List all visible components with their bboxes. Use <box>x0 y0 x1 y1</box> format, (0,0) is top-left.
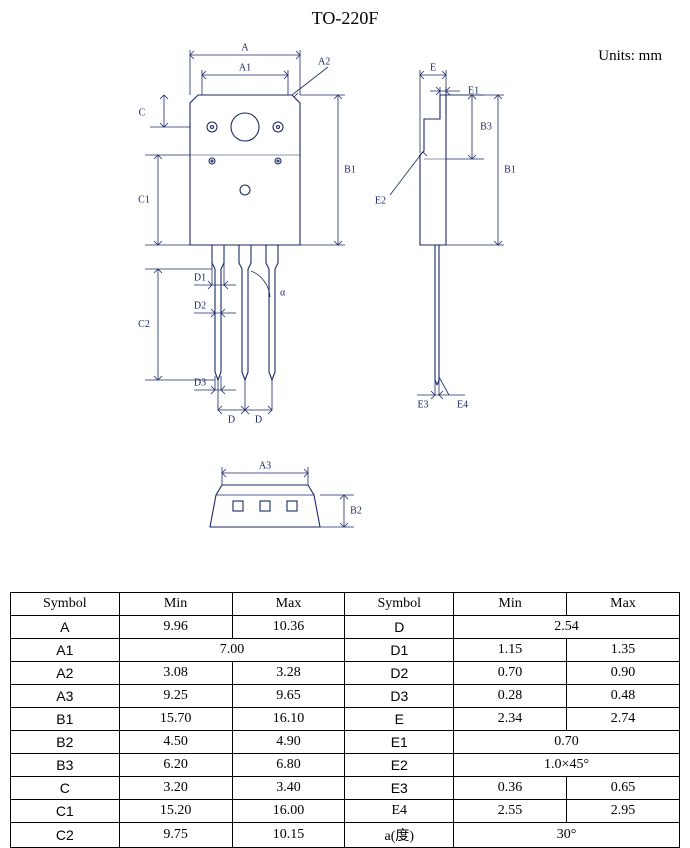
table-cell: a(度) <box>345 823 454 848</box>
package-title: TO-220F <box>0 8 690 29</box>
col-min-right: Min <box>454 593 567 616</box>
package-drawing: AA1A2CB1C1C2D1D2D3DDαEE1B3B1E2E3E4A3B2 <box>120 40 560 580</box>
table-cell: 16.00 <box>232 800 345 823</box>
table-cell: B3 <box>11 754 120 777</box>
table-cell: 9.96 <box>119 616 232 639</box>
table-cell: 10.36 <box>232 616 345 639</box>
table-cell: 7.00 <box>119 639 345 662</box>
svg-text:B2: B2 <box>350 505 362 516</box>
table-row: C115.2016.00E42.552.95 <box>11 800 680 823</box>
table-cell: E1 <box>345 731 454 754</box>
svg-text:B1: B1 <box>344 164 356 175</box>
table-cell: 6.20 <box>119 754 232 777</box>
table-cell: A3 <box>11 685 120 708</box>
table-cell: 30° <box>454 823 680 848</box>
table-cell: 4.50 <box>119 731 232 754</box>
table-cell: 2.74 <box>567 708 680 731</box>
svg-text:E4: E4 <box>457 399 468 410</box>
table-row: B24.504.90E10.70 <box>11 731 680 754</box>
table-cell: B1 <box>11 708 120 731</box>
svg-text:C: C <box>139 107 146 118</box>
table-row: A39.259.65D30.280.48 <box>11 685 680 708</box>
table-cell: 0.65 <box>567 777 680 800</box>
table-cell: 9.65 <box>232 685 345 708</box>
table-cell: 16.10 <box>232 708 345 731</box>
svg-text:E2: E2 <box>375 195 386 206</box>
col-symbol-left: Symbol <box>11 593 120 616</box>
svg-text:D: D <box>255 414 262 425</box>
table-row: B115.7016.10E2.342.74 <box>11 708 680 731</box>
svg-text:D2: D2 <box>194 300 206 311</box>
table-cell: D1 <box>345 639 454 662</box>
svg-text:A: A <box>241 42 249 53</box>
table-cell: A <box>11 616 120 639</box>
svg-text:A3: A3 <box>259 460 271 471</box>
units-label: Units: mm <box>598 48 662 65</box>
table-cell: B2 <box>11 731 120 754</box>
table-cell: 10.15 <box>232 823 345 848</box>
table-cell: A1 <box>11 639 120 662</box>
table-cell: 3.28 <box>232 662 345 685</box>
svg-text:α: α <box>280 287 286 298</box>
col-symbol-right: Symbol <box>345 593 454 616</box>
svg-text:B1: B1 <box>504 164 516 175</box>
table-cell: A2 <box>11 662 120 685</box>
table-cell: E <box>345 708 454 731</box>
svg-text:E: E <box>430 62 436 73</box>
table-cell: 0.36 <box>454 777 567 800</box>
table-cell: 0.90 <box>567 662 680 685</box>
dimension-table: Symbol Min Max Symbol Min Max A9.9610.36… <box>10 592 680 848</box>
svg-text:C1: C1 <box>138 194 150 205</box>
table-cell: E3 <box>345 777 454 800</box>
table-cell: 3.40 <box>232 777 345 800</box>
table-cell: 3.08 <box>119 662 232 685</box>
table-cell: 1.15 <box>454 639 567 662</box>
table-cell: C1 <box>11 800 120 823</box>
table-cell: 2.54 <box>454 616 680 639</box>
col-max-right: Max <box>567 593 680 616</box>
svg-text:B3: B3 <box>480 121 492 132</box>
col-min-left: Min <box>119 593 232 616</box>
table-cell: 15.70 <box>119 708 232 731</box>
svg-text:C2: C2 <box>138 319 150 330</box>
table-cell: 15.20 <box>119 800 232 823</box>
table-cell: 3.20 <box>119 777 232 800</box>
table-cell: 0.70 <box>454 731 680 754</box>
table-cell: C <box>11 777 120 800</box>
table-row: A17.00D11.151.35 <box>11 639 680 662</box>
table-header-row: Symbol Min Max Symbol Min Max <box>11 593 680 616</box>
table-cell: D <box>345 616 454 639</box>
table-cell: 0.70 <box>454 662 567 685</box>
table-cell: 2.95 <box>567 800 680 823</box>
table-cell: 1.35 <box>567 639 680 662</box>
svg-text:E3: E3 <box>417 399 428 410</box>
table-cell: 9.75 <box>119 823 232 848</box>
table-cell: 2.34 <box>454 708 567 731</box>
svg-text:A1: A1 <box>239 62 251 73</box>
table-row: C3.203.40E30.360.65 <box>11 777 680 800</box>
table-cell: 0.48 <box>567 685 680 708</box>
table-cell: 2.55 <box>454 800 567 823</box>
table-row: A23.083.28D20.700.90 <box>11 662 680 685</box>
col-max-left: Max <box>232 593 345 616</box>
table-row: A9.9610.36D2.54 <box>11 616 680 639</box>
table-cell: 4.90 <box>232 731 345 754</box>
table-cell: 0.28 <box>454 685 567 708</box>
table-cell: D2 <box>345 662 454 685</box>
svg-text:D3: D3 <box>194 377 206 388</box>
table-cell: D3 <box>345 685 454 708</box>
table-cell: 6.80 <box>232 754 345 777</box>
table-row: B36.206.80E21.0×45° <box>11 754 680 777</box>
svg-text:A2: A2 <box>318 56 330 67</box>
table-cell: 1.0×45° <box>454 754 680 777</box>
table-cell: E2 <box>345 754 454 777</box>
table-row: C29.7510.15a(度)30° <box>11 823 680 848</box>
table-cell: 9.25 <box>119 685 232 708</box>
svg-text:D: D <box>228 414 235 425</box>
svg-text:D1: D1 <box>194 272 206 283</box>
table-cell: C2 <box>11 823 120 848</box>
table-cell: E4 <box>345 800 454 823</box>
